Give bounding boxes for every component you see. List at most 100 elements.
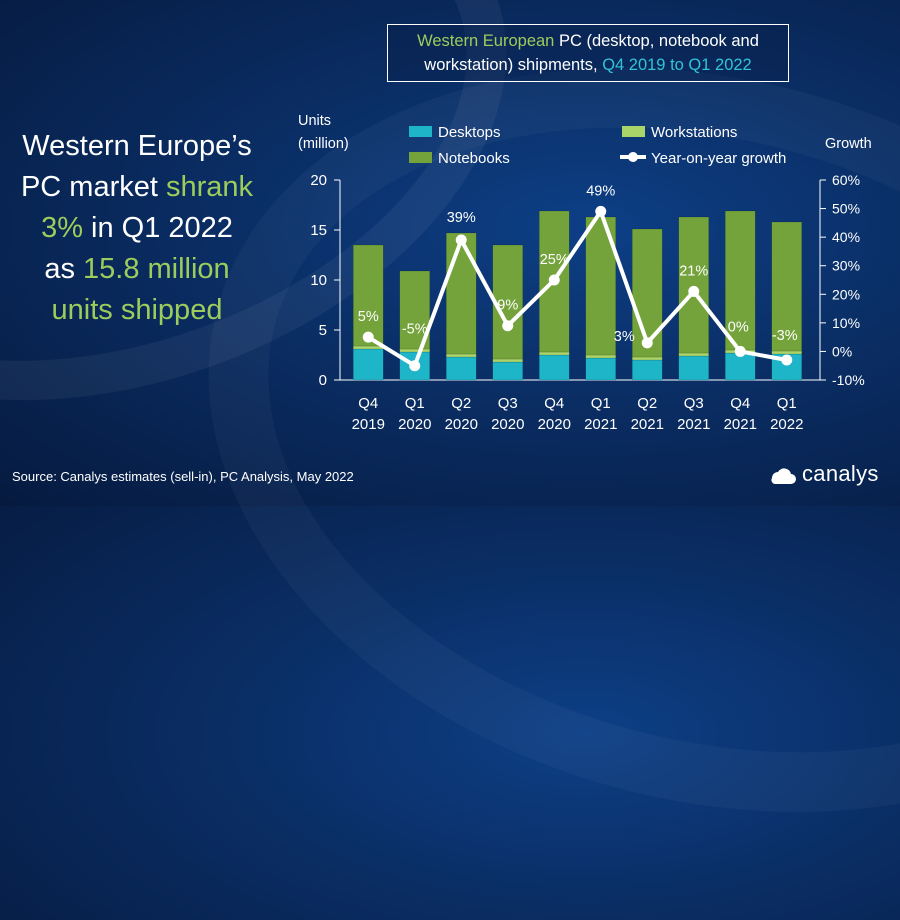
x-tick-label: Q4 [544,395,564,412]
bar-workstations [771,350,802,355]
chart-title-period: Q4 2019 to Q1 2022 [602,56,752,74]
headline-line: 3% in Q1 2022 [8,208,266,249]
growth-data-label: -5% [402,322,428,338]
chart-title: Western European PC (desktop, notebook a… [387,24,789,82]
headline-line: as 15.8 million [8,249,266,290]
growth-data-label: 9% [497,298,518,314]
growth-line [367,209,788,368]
growth-data-label: 25% [540,252,569,268]
y-tick-label-right: 60% [832,172,860,188]
headline-line: units shipped [51,294,223,326]
chart-title-text: workstation) shipments, [424,56,603,74]
growth-point [362,331,374,343]
legend-notebooks-label: Notebooks [438,150,510,167]
y-tick-label-left: 20 [310,172,327,189]
bar-notebooks [771,221,802,352]
bar-workstations [632,356,663,361]
growth-data-label: 5% [358,309,379,325]
y-axis-title-right: Growth [825,136,872,152]
bar-desktops [725,352,756,381]
x-tick-label: 2022 [770,416,803,433]
chart-title-line: Western European PC (desktop, notebook a… [388,29,788,53]
canalys-logo-icon [771,468,796,485]
growth-data-label: 49% [586,183,615,199]
chart-title-region: Western European [417,32,555,50]
x-tick-label: 2021 [631,416,664,433]
y-tick-label-right: 20% [832,286,860,302]
legend-workstations-swatch [622,126,645,137]
x-tick-label: Q2 [451,395,471,412]
headline-text: as [44,253,83,285]
bar-notebooks [725,210,756,351]
x-tick-label: 2019 [352,416,385,433]
growth-point [502,320,514,332]
x-tick-label: Q1 [405,395,425,412]
y-axis-title-left: Units [298,113,331,129]
bar-desktops [446,356,477,381]
x-tick-label: 2020 [491,416,524,433]
bar-notebooks [353,244,384,347]
headline-line: Western Europe’s [22,130,252,162]
bar-desktops [492,361,523,381]
growth-point [595,205,607,217]
growth-point [409,360,421,372]
growth-point [641,337,653,349]
legend-notebooks-swatch [409,152,432,163]
logo-text: canalys [802,461,879,486]
x-tick-label: 2021 [677,416,710,433]
y-tick-label-left: 0 [319,372,327,389]
x-tick-label: Q4 [358,395,378,412]
x-tick-label: 2020 [538,416,571,433]
y-tick-label-right: 40% [832,229,860,245]
bar-notebooks [492,244,523,360]
x-tick-label: Q3 [498,395,518,412]
bar-notebooks [632,228,663,358]
legend-growth-label: Year-on-year growth [651,150,786,167]
x-tick-label: Q4 [730,395,750,412]
headline-text: PC market [20,171,166,203]
growth-data-label: 21% [679,263,708,279]
bar-desktops [678,355,709,381]
y-tick-label-left: 10 [310,272,327,289]
headline-highlight: 15.8 million [83,253,230,285]
growth-point [548,274,560,286]
y-tick-label-right: 30% [832,258,860,274]
chart: 0 5 10 15 20 -10% 0% 10% 20% 30% 40% 50% 60% Units (mi… [298,113,872,433]
bar-workstations [585,354,616,359]
bar-workstations [446,353,477,358]
growth-point [688,285,700,297]
y-axis-title-left: (million) [298,136,349,152]
headline: Western Europe’s PC market shrank 3% in … [8,126,266,331]
canalys-logo: canalys [768,459,879,489]
growth-point [734,345,746,357]
bar-desktops [539,354,570,381]
headline-text: in Q1 2022 [82,212,233,244]
x-tick-label: 2021 [724,416,757,433]
chart-title-line: workstation) shipments, Q4 2019 to Q1 20… [388,53,788,77]
growth-data-label: 0% [728,319,749,335]
bar-desktops [632,359,663,381]
chart-title-text: PC (desktop, notebook and [554,32,759,50]
legend-workstations-label: Workstations [651,124,737,141]
growth-point [781,354,793,366]
bar-workstations [353,345,384,350]
growth-point [455,234,467,246]
x-tick-label: 2021 [584,416,617,433]
y-tick-label-right: 10% [832,315,860,331]
headline-highlight: 3% [41,212,83,244]
y-tick-label-right: -10% [832,372,865,388]
bar-notebooks [446,232,477,355]
legend-desktops-label: Desktops [438,124,501,141]
legend-desktops-swatch [409,126,432,137]
y-tick-label-right: 0% [832,343,852,359]
x-tick-label: Q1 [777,395,797,412]
headline-line: PC market shrank [8,167,266,208]
bar-workstations [678,352,709,357]
legend-growth-marker [628,152,638,162]
source-note: Source: Canalys estimates (sell-in), PC … [12,469,354,484]
headline-highlight: shrank [165,171,254,203]
bar-workstations [539,351,570,356]
x-tick-label: 2020 [398,416,431,433]
x-tick-label: Q2 [637,395,657,412]
bar-desktops [353,348,384,381]
